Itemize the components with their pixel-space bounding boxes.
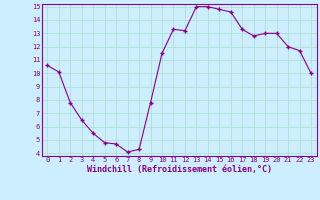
X-axis label: Windchill (Refroidissement éolien,°C): Windchill (Refroidissement éolien,°C)	[87, 165, 272, 174]
